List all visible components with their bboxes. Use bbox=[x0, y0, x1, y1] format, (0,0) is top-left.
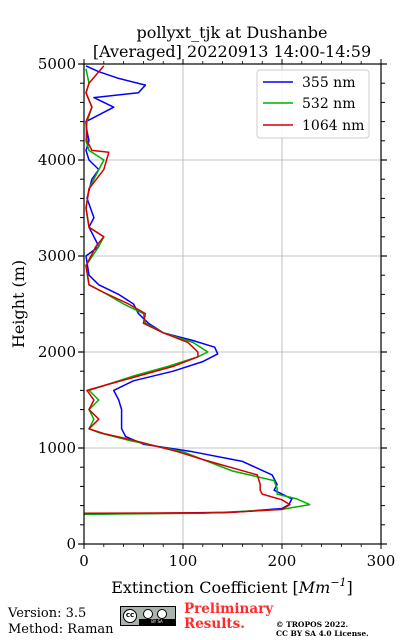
y-tick-label: 4000 bbox=[38, 151, 76, 169]
cc-logo-icon: cc bbox=[123, 609, 137, 623]
y-axis-label: Height (m) bbox=[9, 260, 28, 348]
preliminary-line2: Results. bbox=[184, 616, 245, 632]
legend-label-355: 355 nm bbox=[302, 75, 355, 91]
preliminary-notice: Preliminary Results. bbox=[184, 602, 273, 632]
copyright-notice: © TROPOS 2022. CC BY SA 4.0 License. bbox=[276, 620, 369, 638]
legend-box bbox=[256, 69, 370, 139]
x-axis-label: Extinction Coefficient [Mm−1] bbox=[111, 576, 353, 597]
x-tick-label: 100 bbox=[169, 552, 198, 570]
x-tick-label: 200 bbox=[268, 552, 297, 570]
legend: 355 nm 532 nm 1064 nm bbox=[256, 69, 370, 139]
y-tick-label: 2000 bbox=[38, 343, 76, 361]
x-axis-label-close: ] bbox=[347, 578, 353, 597]
legend-label-1064: 1064 nm bbox=[302, 118, 364, 134]
copyright-line2: CC BY SA 4.0 License. bbox=[276, 629, 369, 638]
copyright-line1: © TROPOS 2022. bbox=[276, 620, 349, 629]
x-axis-label-text: Extinction Coefficient [ bbox=[111, 578, 299, 597]
cc-strip-text: BY SA bbox=[139, 619, 175, 625]
plot-frame bbox=[83, 63, 382, 545]
preliminary-line1: Preliminary bbox=[184, 601, 274, 617]
x-axis-label-unit: Mm bbox=[298, 578, 331, 597]
y-tick-label: 1000 bbox=[38, 439, 76, 457]
y-tick-label: 3000 bbox=[38, 247, 76, 265]
x-tick-label: 0 bbox=[79, 552, 89, 570]
series-line-532-nm bbox=[84, 68, 311, 515]
series-layer bbox=[84, 65, 311, 515]
footer-info: Version: 3.5 Method: Raman bbox=[8, 606, 114, 638]
by-icon bbox=[143, 609, 153, 619]
y-tick-label: 0 bbox=[66, 535, 76, 553]
x-tick-label: 300 bbox=[367, 552, 396, 570]
x-axis-label-exponent: −1 bbox=[330, 576, 346, 589]
chart-title-line2: [Averaged] 20220913 14:00-14:59 bbox=[93, 42, 371, 61]
version-text: Version: 3.5 bbox=[8, 606, 87, 621]
legend-label-532: 532 nm bbox=[302, 96, 355, 112]
chart-title-line1: pollyxt_tjk at Dushanbe bbox=[136, 23, 327, 42]
series-line-1064-nm bbox=[84, 65, 291, 515]
sa-icon bbox=[157, 609, 167, 619]
y-tick-label: 5000 bbox=[38, 55, 76, 73]
cc-license-badge: cc BY SA bbox=[120, 606, 176, 626]
method-text: Method: Raman bbox=[8, 622, 114, 637]
